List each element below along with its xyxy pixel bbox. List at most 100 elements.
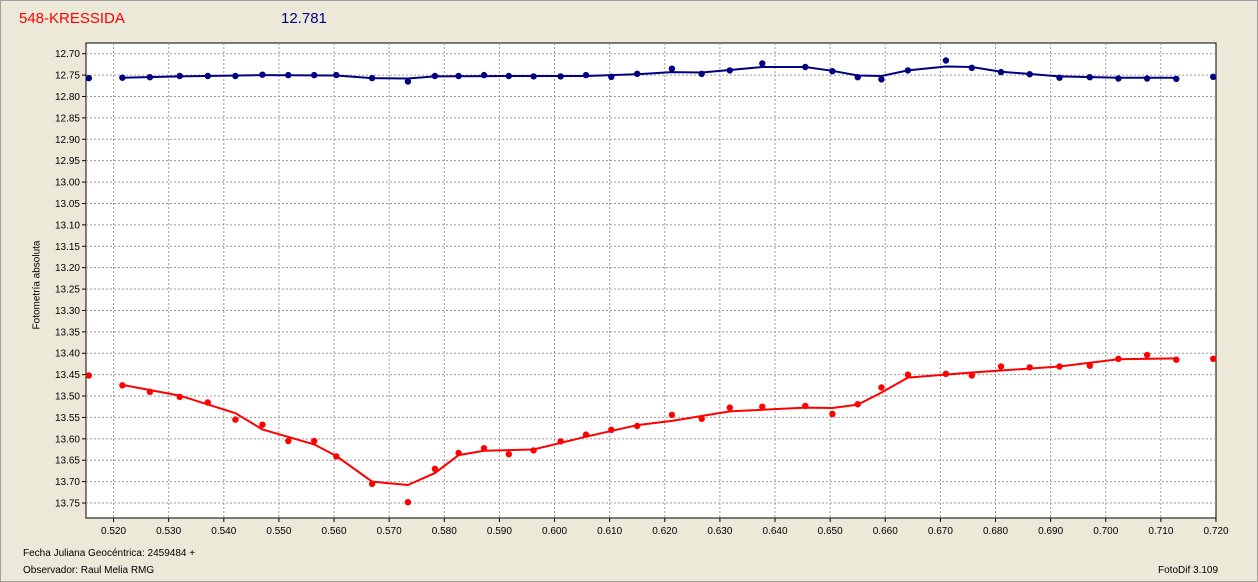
asteroid-series-point (431, 465, 439, 472)
asteroid-series-point (204, 399, 211, 406)
y-tick-label: 13.65 (55, 456, 80, 467)
asteroid-series-point (333, 453, 340, 460)
x-tick-label: 0.710 (1148, 526, 1173, 537)
x-tick-label: 0.660 (873, 526, 898, 537)
asteroid-series-point (480, 445, 488, 452)
y-tick-label: 13.45 (55, 370, 80, 381)
x-tick-label: 0.570 (377, 526, 402, 537)
y-tick-label: 12.90 (55, 135, 80, 146)
y-tick-label: 13.35 (55, 327, 80, 338)
comparison-series-point (285, 71, 292, 79)
comparison-series-point (942, 57, 950, 64)
asteroid-series-point (968, 372, 975, 379)
x-tick-label: 0.700 (1093, 526, 1118, 537)
y-tick-label: 13.05 (55, 199, 80, 210)
asteroid-series-point (311, 437, 318, 445)
comparison-series-point (698, 70, 705, 78)
comparison-series-point (904, 67, 912, 74)
x-tick-label: 0.520 (101, 526, 126, 537)
x-tick-label: 0.550 (266, 526, 291, 537)
comparison-series-point (232, 72, 239, 80)
asteroid-series-point (530, 447, 537, 454)
asteroid-series-point (146, 388, 154, 395)
x-tick-label: 0.640 (763, 526, 788, 537)
comparison-series-point (480, 71, 488, 79)
asteroid-series-point (455, 449, 462, 457)
y-tick-label: 12.80 (55, 92, 80, 103)
comparison-series-point (204, 72, 211, 80)
comparison-series-point (608, 73, 615, 81)
asteroid-series-point (582, 431, 590, 438)
x-tick-label: 0.610 (597, 526, 622, 537)
asteroid-series-point (634, 422, 641, 430)
comparison-series-point (146, 74, 154, 81)
x-tick-label: 0.650 (818, 526, 843, 537)
comparison-series-point (404, 78, 412, 85)
asteroid-series-point (232, 416, 239, 423)
asteroid-series-point (904, 371, 912, 378)
x-tick-label: 0.590 (487, 526, 512, 537)
x-tick-label: 0.600 (542, 526, 567, 537)
y-tick-label: 13.25 (55, 285, 80, 296)
comparison-series-point (582, 71, 590, 79)
asteroid-series-point (1143, 351, 1151, 359)
y-tick-label: 13.50 (55, 392, 80, 403)
comparison-series-point (333, 71, 340, 79)
comparison-series-point (311, 71, 318, 79)
julian-date-label: Fecha Juliana Geocéntrica: 2459484 + (23, 548, 196, 559)
comparison-series-point (759, 60, 766, 67)
asteroid-series-point (85, 372, 93, 379)
comparison-series-point (505, 72, 512, 80)
comparison-series-point (1115, 75, 1122, 82)
asteroid-series-point (505, 451, 512, 458)
y-tick-label: 13.20 (55, 263, 80, 274)
comparison-series-point (878, 76, 885, 83)
comparison-series-point (829, 68, 836, 75)
comparison-series-point (557, 73, 564, 80)
x-tick-label: 0.670 (928, 526, 953, 537)
comparison-series-point (431, 72, 439, 80)
comparison-series-point (1173, 75, 1180, 83)
x-tick-label: 0.630 (707, 526, 732, 537)
comparison-series-point (854, 74, 861, 81)
software-version: FotoDif 3.109 (1158, 565, 1219, 576)
comparison-series-point (802, 63, 809, 71)
y-tick-label: 13.30 (55, 306, 80, 317)
comparison-series-point (119, 74, 126, 81)
comparison-series-point (634, 70, 641, 78)
asteroid-series-point (668, 411, 676, 419)
asteroid-series-point (997, 363, 1005, 370)
comparison-series-point (997, 68, 1005, 76)
asteroid-series-point (802, 402, 809, 410)
x-tick-label: 0.560 (322, 526, 347, 537)
comparison-series-point (1056, 74, 1063, 81)
x-tick-label: 0.720 (1203, 526, 1228, 537)
comparison-series-point (1026, 71, 1033, 78)
comparison-series-point (1210, 73, 1217, 81)
comparison-series-point (530, 73, 537, 80)
asteroid-series-point (829, 410, 836, 418)
asteroid-series-point (942, 370, 950, 377)
y-tick-label: 13.70 (55, 477, 80, 488)
y-tick-label: 12.95 (55, 156, 80, 167)
x-tick-label: 0.690 (1038, 526, 1063, 537)
comparison-series-point (726, 67, 733, 74)
y-tick-label: 12.85 (55, 113, 80, 124)
observer-label: Observador: Raul Melia RMG (23, 565, 155, 576)
comparison-series-point (455, 72, 462, 80)
asteroid-series-point (1115, 355, 1122, 362)
asteroid-series-point (285, 437, 292, 445)
asteroid-series-point (119, 382, 126, 389)
y-tick-label: 13.55 (55, 413, 80, 424)
asteroid-series-point (176, 393, 183, 401)
asteroid-series-point (1056, 363, 1063, 370)
asteroid-series-point (759, 403, 766, 410)
x-tick-label: 0.580 (432, 526, 457, 537)
magnitude-value: 12.781 (281, 10, 327, 27)
comparison-series-point (668, 65, 676, 72)
plot-background (85, 42, 1217, 519)
asteroid-series-point (368, 480, 376, 487)
asteroid-series-point (698, 415, 705, 422)
comparison-series-point (1143, 75, 1151, 82)
